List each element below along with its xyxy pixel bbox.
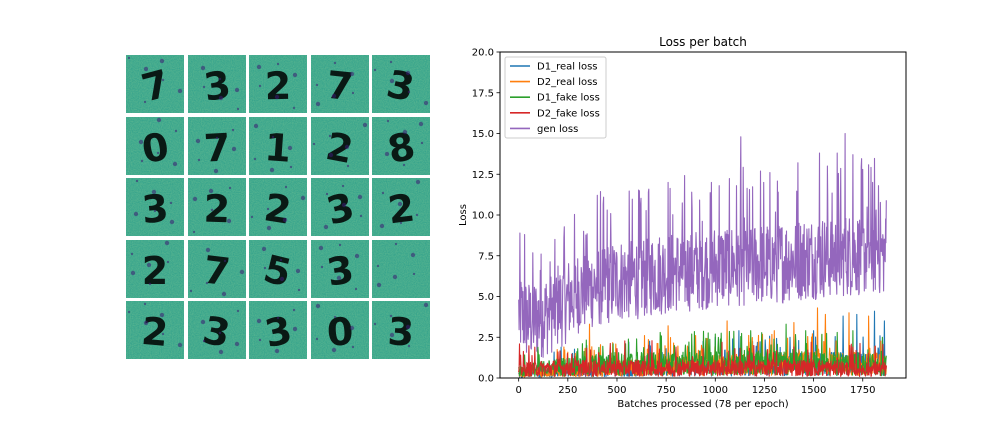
legend-box: [504, 56, 607, 139]
x-tick-label: 750: [657, 385, 676, 396]
y-tick-label: 2.5: [478, 333, 494, 344]
generated-digit-image: 2: [126, 301, 184, 359]
sample-tile: 7: [187, 116, 246, 175]
x-tick-label: 1000: [703, 385, 728, 396]
sample-tile: [372, 239, 430, 298]
series-layer: [518, 132, 887, 378]
digit-glyph: 1: [263, 125, 292, 171]
sample-tile: 1: [249, 116, 307, 175]
legend-label: D1_fake loss: [537, 93, 600, 104]
x-axis-label: Batches processed (78 per epoch): [617, 399, 788, 410]
generated-digit-image: 3: [310, 178, 369, 236]
y-tick-label: 20.0: [472, 48, 494, 59]
digit-glyph: 2: [385, 186, 417, 233]
digit-glyph: 3: [201, 62, 233, 109]
sample-tile: 3: [310, 239, 369, 298]
digit-glyph: 2: [264, 64, 291, 108]
generated-digit-image: 2: [249, 178, 307, 236]
generated-digit-image: 7: [187, 116, 246, 175]
x-tick-label: 1750: [850, 385, 875, 396]
x-tick-label: 500: [607, 385, 626, 396]
generated-digit-image: 2: [372, 178, 430, 236]
x-tick-label: 1500: [801, 385, 826, 396]
generated-digit-image: 0: [126, 116, 184, 175]
legend-label: D1_real loss: [537, 62, 598, 73]
sample-tile: 3: [187, 301, 246, 359]
digit-glyph: 2: [140, 309, 170, 355]
digit-glyph: 2: [142, 249, 168, 293]
sample-tile: 7: [126, 55, 184, 113]
generated-digit-image: 1: [249, 116, 307, 175]
generated-digit-image: [372, 239, 430, 298]
sample-tile: 3: [372, 301, 430, 359]
generated-digit-image: 8: [372, 116, 430, 175]
legend-label: gen loss: [537, 124, 578, 135]
generated-digit-image: 3: [310, 239, 369, 298]
sample-tile: 2: [126, 239, 184, 298]
legend-label: D2_real loss: [537, 77, 598, 88]
y-tick-label: 17.5: [472, 88, 494, 99]
sample-tile: 2: [187, 178, 246, 236]
generated-digit-image: 7: [187, 239, 246, 298]
generated-digit-image: 2: [249, 55, 307, 113]
sample-tile: 2: [372, 178, 430, 236]
series-line-gen-loss: [518, 132, 887, 358]
generated-digit-image: 3: [249, 301, 307, 359]
x-tick-label: 0: [515, 385, 521, 396]
sample-tile: 8: [372, 116, 430, 175]
generated-digit-image: 7: [310, 55, 369, 113]
generated-digit-image: 2: [310, 116, 369, 175]
sample-tile: 2: [126, 301, 184, 359]
generated-digit-image: 5: [249, 239, 307, 298]
generated-digit-image: 2: [187, 178, 246, 236]
generated-digit-image: 3: [187, 55, 246, 113]
sample-tile: 2: [310, 116, 369, 175]
x-tick-label: 250: [558, 385, 577, 396]
legend-label: D2_fake loss: [537, 108, 600, 119]
legend: D1_real loss D2_real loss D1_fake loss D2_f…: [504, 56, 607, 139]
sample-tile: 3: [187, 55, 246, 113]
generated-digit-image: 7: [126, 55, 184, 113]
sample-tile: 2: [249, 55, 307, 113]
y-tick-label: 10.0: [472, 211, 494, 222]
digit-glyph: 2: [202, 187, 230, 232]
sample-tile: 2: [249, 178, 307, 236]
y-axis-label: Loss: [458, 204, 469, 226]
digit-glyph: 7: [324, 63, 355, 110]
sample-tile: 3: [126, 178, 184, 236]
y-tick-label: 7.5: [478, 251, 494, 262]
y-tick-label: 15.0: [472, 129, 494, 140]
sample-tile: 3: [249, 301, 307, 359]
generated-digit-image: 3: [187, 301, 246, 359]
digit-glyph: 7: [200, 247, 232, 294]
series-line-d2-fake-loss: [518, 340, 887, 378]
generated-digit-image: 3: [372, 301, 430, 359]
x-tick-label: 1250: [752, 385, 777, 396]
y-axis: 0.0 2.5 5.0 7.5 10.0 12.5 15.0 17.5 20.0: [472, 48, 500, 385]
y-tick-label: 12.5: [472, 170, 494, 181]
y-tick-label: 5.0: [478, 292, 494, 303]
sample-tile: 0: [310, 301, 369, 359]
sample-tile: 7: [187, 239, 246, 298]
generated-digit-image: 3: [126, 178, 184, 236]
sample-tile: 0: [126, 116, 184, 175]
sample-tile: 5: [249, 239, 307, 298]
sample-tile: 3: [372, 55, 430, 113]
digit-glyph: 7: [202, 125, 231, 170]
y-tick-label: 0.0: [478, 374, 494, 385]
generated-digit-image: 2: [126, 239, 184, 298]
sample-tile: 3: [310, 178, 369, 236]
generated-digit-image: 0: [310, 301, 369, 359]
x-axis: 0 250 500 750 1000 1250 1500 1750: [515, 378, 875, 396]
chart-title: Loss per batch: [659, 35, 747, 49]
generated-digit-image: 3: [372, 55, 430, 113]
digit-glyph: 0: [325, 309, 354, 355]
sample-tile: 7: [310, 55, 369, 113]
